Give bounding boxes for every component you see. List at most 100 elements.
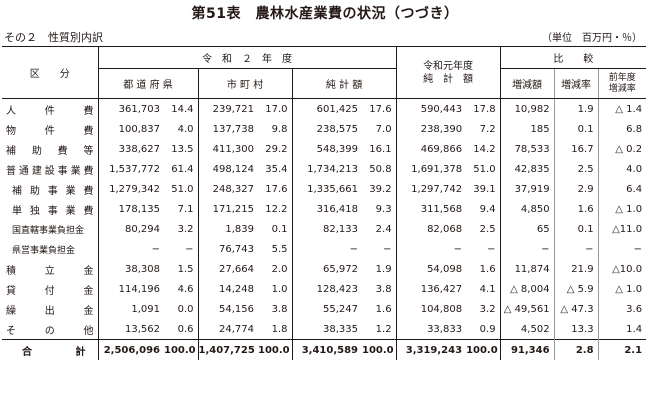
table-row: 普通建設事業費 1,537,772 61.4 498,124 35.4 1,734,…: [2, 159, 646, 179]
cell-diff: 11,874: [500, 259, 555, 279]
cell-muni: 137,738: [212, 123, 254, 135]
cell-pref: 1,279,342: [109, 183, 160, 195]
row-label: 補 助 費 等: [2, 139, 99, 159]
cell-pref: 1,091: [131, 303, 160, 315]
total-label: 合 計: [2, 339, 99, 360]
table-subtitle: その２ 性質別内訳: [4, 31, 103, 44]
cell-muni: 239,721: [212, 103, 254, 115]
cell-diff: 78,533: [500, 139, 555, 159]
cell-net: 548,399: [316, 143, 358, 155]
cell-muni-pct: 17.0: [258, 98, 293, 119]
cell-pref-pct: 0.6: [164, 319, 199, 340]
cell-prev-pct: 39.1: [466, 179, 501, 199]
cell-rate: −: [554, 239, 599, 259]
cell-net: 1,335,661: [307, 183, 358, 195]
cell-diff: 4,502: [500, 319, 555, 340]
cell-pref: 178,135: [118, 203, 160, 215]
cell-pref: 114,196: [118, 283, 160, 295]
cell-net-pct: 2.4: [362, 219, 397, 239]
total-pref: 2,506,096: [98, 339, 164, 360]
cell-prev: 469,866: [420, 143, 463, 155]
row-label: 貸 付 金: [2, 279, 99, 299]
page-title: 第51表 農林水産業費の状況（つづき）: [191, 6, 459, 22]
cell-rate: 16.7: [554, 139, 599, 159]
cell-prev-pct: 4.1: [466, 279, 501, 299]
cell-rate: 13.3: [554, 319, 599, 340]
cell-net-pct: 16.1: [362, 139, 397, 159]
total-row: 合 計 2,506,096 100.0 1,407,725 100.0 3,410,…: [2, 339, 647, 360]
header-municipalities: 市 町 村: [198, 68, 293, 99]
cell-net: 128,423: [316, 283, 358, 295]
cell-rate: △ 5.9: [554, 279, 599, 299]
cell-muni-pct: 1.0: [258, 279, 293, 299]
cell-net-pct: 3.8: [362, 279, 397, 299]
cell-diff: 4,850: [500, 199, 555, 219]
data-table: 区 分 令 和 ２ 年 度 令和元年度 純 計 額 比 較 都 道 府 県 市 …: [2, 46, 647, 360]
cell-pref-pct: 3.2: [164, 219, 199, 239]
cell-prev-pct: 14.2: [466, 139, 501, 159]
cell-prev-rate: △ 1.0: [615, 283, 643, 295]
cell-prev: 238,390: [420, 123, 463, 135]
cell-net: 82,133: [323, 223, 358, 235]
cell-muni: 54,156: [219, 303, 254, 315]
header-net-total: 純 計 額: [292, 68, 397, 99]
cell-prev-pct: 1.6: [466, 259, 501, 279]
cell-muni: 14,248: [219, 283, 254, 295]
cell-net-pct: 1.6: [362, 299, 397, 319]
cell-diff: 42,835: [500, 159, 555, 179]
cell-net-pct: 7.0: [362, 119, 397, 139]
cell-prev-pct: 0.9: [466, 319, 501, 340]
cell-rate: 2.9: [554, 179, 599, 199]
cell-prev-rate: −: [633, 243, 643, 255]
cell-muni-pct: 12.2: [258, 199, 293, 219]
cell-muni-pct: 0.1: [258, 219, 293, 239]
cell-net-pct: 50.8: [362, 159, 397, 179]
cell-net: 1,734,213: [307, 163, 358, 175]
cell-muni: 171,215: [212, 203, 254, 215]
cell-diff: △ 8,004: [500, 279, 555, 299]
table-row: 物 件 費 100,837 4.0 137,738 9.8 238,575 7.0 2…: [2, 119, 646, 139]
cell-pref-pct: 14.4: [164, 98, 199, 119]
row-label: 県営事業負担金: [2, 239, 99, 259]
table-row: そ の 他 13,562 0.6 24,774 1.8 38,335 1.2 33,8…: [2, 319, 646, 340]
cell-prev-rate: 4.0: [626, 163, 643, 175]
cell-muni-pct: 29.2: [258, 139, 293, 159]
cell-prev-rate: △ 1.4: [615, 103, 643, 115]
cell-prev-pct: 51.0: [466, 159, 501, 179]
cell-prev-rate: 6.4: [626, 183, 643, 195]
row-label: 繰 出 金: [2, 299, 99, 319]
cell-pref: 80,294: [125, 223, 160, 235]
table-row: 単独事業費 178,135 7.1 171,215 12.2 316,418 9.3 …: [2, 199, 646, 219]
cell-pref: 338,627: [118, 143, 160, 155]
cell-pref: 361,703: [118, 103, 160, 115]
cell-rate: 1.9: [554, 98, 599, 119]
cell-pref-pct: 4.6: [164, 279, 199, 299]
cell-pref-pct: 7.1: [164, 199, 199, 219]
cell-prev-pct: −: [466, 239, 501, 259]
cell-net-pct: 9.3: [362, 199, 397, 219]
row-label: 単独事業費: [2, 199, 99, 219]
cell-pref-pct: 51.0: [164, 179, 199, 199]
row-label: そ の 他: [2, 319, 99, 340]
unit-note: （単位 百万円・％）: [542, 33, 642, 44]
row-label: 物 件 費: [2, 119, 99, 139]
cell-prev-rate: 3.6: [626, 303, 643, 315]
total-net-pct: 100.0: [362, 339, 397, 360]
table-row: 県営事業負担金 − − 76,743 5.5 − − − − − − −: [2, 239, 646, 259]
cell-muni: 76,743: [219, 243, 254, 255]
total-prev-pct: 100.0: [466, 339, 501, 360]
header-prefectures: 都 道 府 県: [98, 68, 199, 99]
cell-pref-pct: 4.0: [164, 119, 199, 139]
cell-net: 601,425: [316, 103, 358, 115]
cell-prev-pct: 7.2: [466, 119, 501, 139]
cell-prev: 1,297,742: [411, 183, 463, 195]
row-label: 補助事業費: [2, 179, 99, 199]
cell-diff: 65: [500, 219, 555, 239]
cell-muni: 248,327: [212, 183, 254, 195]
cell-muni: 411,300: [212, 143, 254, 155]
cell-prev: 136,427: [420, 283, 463, 295]
cell-rate: 0.1: [554, 219, 599, 239]
total-prev-rate: 2.1: [598, 339, 647, 360]
cell-net-pct: −: [362, 239, 397, 259]
table-row: 繰 出 金 1,091 0.0 54,156 3.8 55,247 1.6 104,8…: [2, 299, 646, 319]
